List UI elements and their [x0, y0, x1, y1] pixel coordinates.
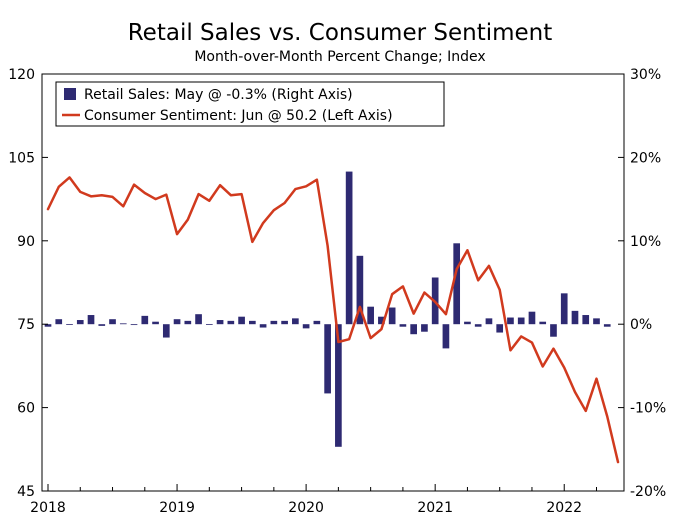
bar-retail-sales — [560, 293, 568, 325]
bar-retail-sales — [421, 324, 428, 332]
bar-retail-sales — [292, 318, 299, 325]
x-axis-tick-label: 2022 — [546, 500, 582, 516]
left-axis-tick-label: 60 — [17, 401, 35, 417]
right-axis-tick-label: 10% — [630, 234, 661, 250]
right-axis-tick-label: 20% — [630, 150, 661, 166]
bar-retail-sales — [388, 307, 396, 325]
left-axis-tick-label: 90 — [17, 234, 35, 250]
bar-retail-sales — [184, 320, 192, 325]
legend: Retail Sales: May @ -0.3% (Right Axis) C… — [55, 81, 445, 127]
chart-subtitle: Month-over-Month Percent Change; Index — [194, 49, 485, 65]
bar-retail-sales — [593, 318, 600, 325]
left-axis-tick-label: 45 — [17, 484, 35, 500]
bar-retail-sales — [324, 324, 331, 394]
bar-retail-sales — [474, 324, 482, 327]
bar-retail-sales — [539, 321, 547, 325]
legend-swatch-retail-sales — [64, 88, 76, 100]
bar-retail-sales — [98, 324, 106, 326]
x-axis-tick-label: 2021 — [417, 500, 453, 516]
bar-retail-sales — [335, 324, 342, 447]
legend-label-retail-sales: Retail Sales: May @ -0.3% (Right Axis) — [84, 87, 353, 103]
bar-retail-sales — [238, 316, 245, 325]
bar-retail-sales — [119, 323, 127, 325]
bar-retail-sales — [367, 306, 374, 325]
bar-retail-sales — [173, 319, 181, 325]
bar-retail-sales — [453, 243, 461, 325]
bar-retail-sales — [356, 255, 364, 325]
left-axis-tick-label: 105 — [8, 150, 35, 166]
bar-retail-sales — [216, 320, 224, 325]
bar-retail-sales — [281, 320, 288, 325]
bar-retail-sales — [109, 319, 116, 325]
legend-label-consumer-sentiment: Consumer Sentiment: Jun @ 50.2 (Left Axi… — [84, 108, 393, 124]
legend-box — [55, 81, 445, 127]
bar-retail-sales — [227, 320, 235, 325]
bar-retail-sales — [485, 318, 493, 325]
bar-retail-sales — [259, 324, 267, 328]
chart-title: Retail Sales vs. Consumer Sentiment — [128, 20, 553, 46]
bar-retail-sales — [76, 320, 84, 325]
bar-retail-sales — [528, 311, 536, 325]
x-axis-tick-label: 2018 — [30, 500, 66, 516]
bar-retail-sales — [141, 315, 149, 325]
bar-retail-sales — [162, 324, 170, 338]
bar-retail-sales — [270, 320, 278, 325]
bar-retail-sales — [550, 324, 557, 337]
line-layer — [46, 176, 620, 464]
right-axis-tick-label: -20% — [630, 484, 666, 500]
bar-retail-sales — [152, 321, 159, 325]
bar-retail-sales — [410, 324, 417, 335]
bar-retail-sales — [44, 324, 52, 327]
bar-retail-sales — [464, 321, 471, 325]
bars-layer — [44, 171, 611, 447]
x-axis-tick-label: 2020 — [288, 500, 324, 516]
plot-frame — [41, 73, 625, 492]
left-axis-tick-label: 75 — [17, 317, 35, 333]
bar-retail-sales — [249, 320, 256, 325]
axes-layer: 45 60 75 90 105 120 -20% -10% 0% 10% 20% 30% 2018 201… — [8, 67, 666, 516]
bar-retail-sales — [603, 324, 611, 327]
bar-retail-sales — [517, 317, 525, 325]
left-axis-tick-label: 120 — [8, 67, 35, 83]
x-axis-tick-label: 2019 — [159, 500, 195, 516]
line-consumer-sentiment — [46, 176, 620, 464]
bar-retail-sales — [195, 314, 202, 325]
bar-retail-sales — [55, 319, 63, 325]
bar-retail-sales — [87, 315, 95, 325]
right-axis-tick-label: 0% — [630, 317, 652, 333]
bar-retail-sales — [313, 320, 321, 325]
bar-retail-sales — [302, 324, 310, 329]
bar-retail-sales — [378, 316, 385, 325]
bar-retail-sales — [571, 310, 579, 325]
bar-retail-sales — [507, 317, 514, 325]
right-axis-tick-label: -10% — [630, 401, 666, 417]
bar-retail-sales — [66, 324, 73, 325]
bar-retail-sales — [345, 171, 353, 325]
bar-retail-sales — [496, 324, 504, 333]
bar-retail-sales — [442, 324, 450, 349]
right-axis-tick-label: 30% — [630, 67, 661, 83]
bar-retail-sales — [582, 315, 590, 325]
bar-retail-sales — [399, 324, 407, 327]
bar-retail-sales — [205, 324, 213, 325]
bar-retail-sales — [130, 324, 138, 326]
